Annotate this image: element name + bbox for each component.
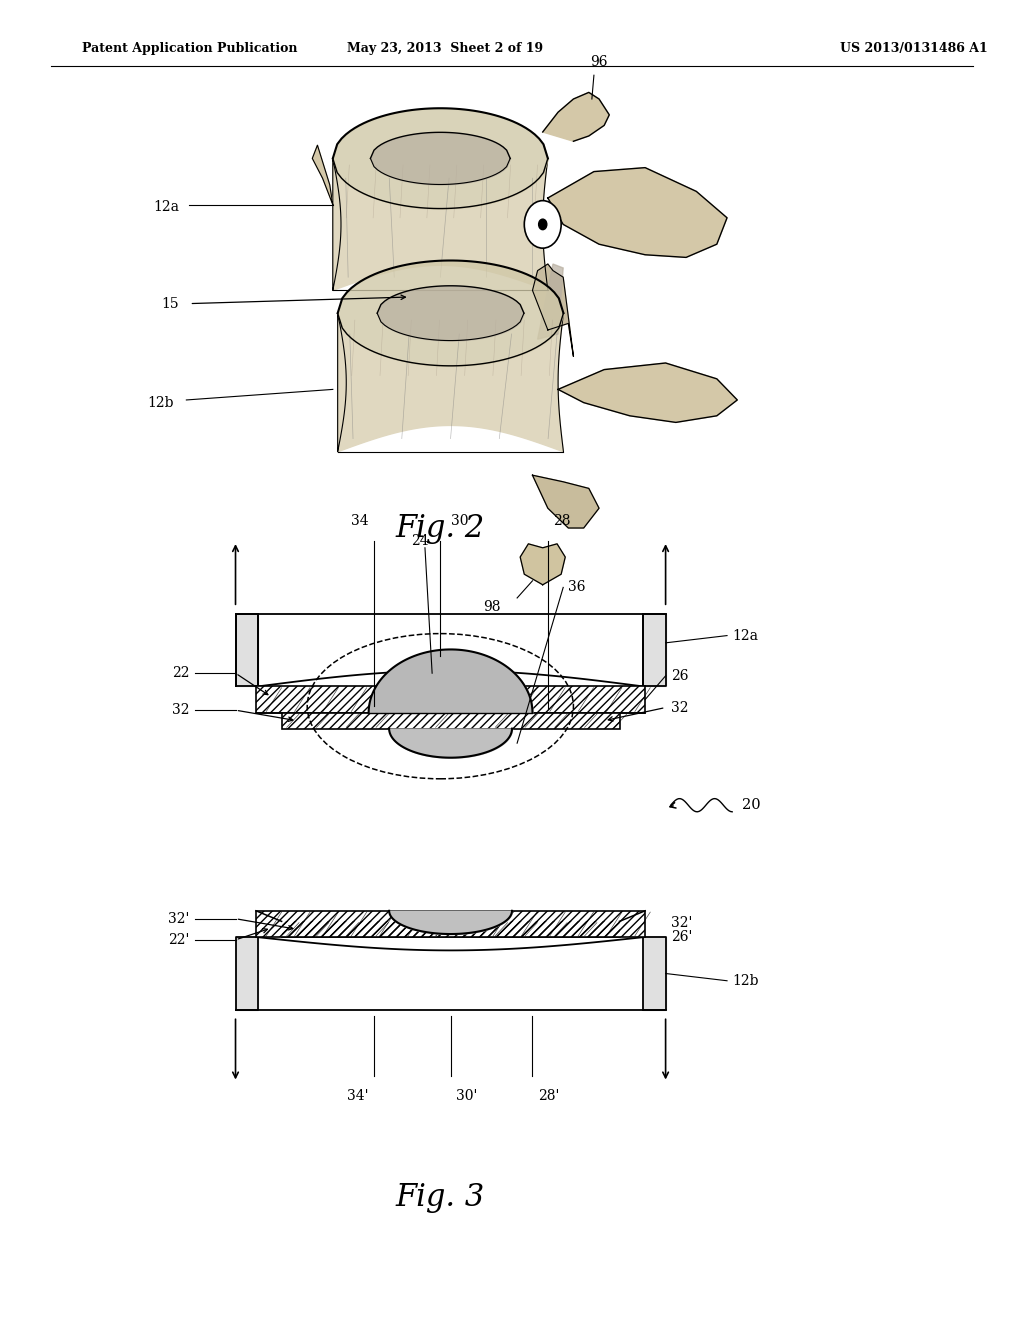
Polygon shape [532,264,573,356]
Text: 34: 34 [351,513,369,528]
Circle shape [539,219,547,230]
Polygon shape [532,475,599,528]
Text: 28: 28 [553,513,570,528]
Text: 34': 34' [347,1089,369,1104]
Polygon shape [236,937,258,1010]
Text: 20: 20 [742,799,761,812]
Text: Fig. 3: Fig. 3 [395,1181,485,1213]
Text: 22': 22' [168,933,189,946]
Polygon shape [643,614,666,686]
Text: 24: 24 [411,533,429,548]
Text: 15: 15 [162,297,179,310]
Polygon shape [236,614,258,686]
Text: 32: 32 [671,701,688,714]
Polygon shape [338,313,563,451]
Polygon shape [520,544,565,585]
Text: 32': 32' [671,916,692,929]
Text: Fig. 2: Fig. 2 [395,512,485,544]
Bar [256,686,645,713]
Bar [282,713,620,729]
Text: 30: 30 [451,513,468,528]
Polygon shape [558,363,737,422]
Text: 12b: 12b [147,396,174,409]
Text: 12b: 12b [732,974,759,987]
Text: 12a: 12a [154,201,179,214]
Bar [282,713,620,729]
Bar [256,686,645,713]
Text: US 2013/0131486 A1: US 2013/0131486 A1 [840,42,987,55]
Text: 30': 30' [456,1089,477,1104]
Text: 98: 98 [482,601,501,614]
Text: 12a: 12a [732,628,758,643]
Text: 32': 32' [168,912,189,925]
Bar [282,921,620,937]
Text: Patent Application Publication: Patent Application Publication [82,42,297,55]
Polygon shape [543,92,609,141]
Polygon shape [312,145,333,205]
Text: 28': 28' [538,1089,559,1104]
Text: 32: 32 [172,704,189,717]
Text: 22: 22 [172,667,189,680]
Polygon shape [643,937,666,1010]
Text: 96: 96 [590,55,608,69]
Text: May 23, 2013  Sheet 2 of 19: May 23, 2013 Sheet 2 of 19 [347,42,544,55]
Bar [282,921,620,937]
Text: 26': 26' [671,931,692,944]
Text: 36: 36 [568,581,586,594]
Bar [256,911,645,937]
Text: 26: 26 [671,669,688,682]
Circle shape [524,201,561,248]
Polygon shape [538,264,563,339]
Bar [256,911,645,937]
Polygon shape [548,168,727,257]
Polygon shape [333,158,548,290]
